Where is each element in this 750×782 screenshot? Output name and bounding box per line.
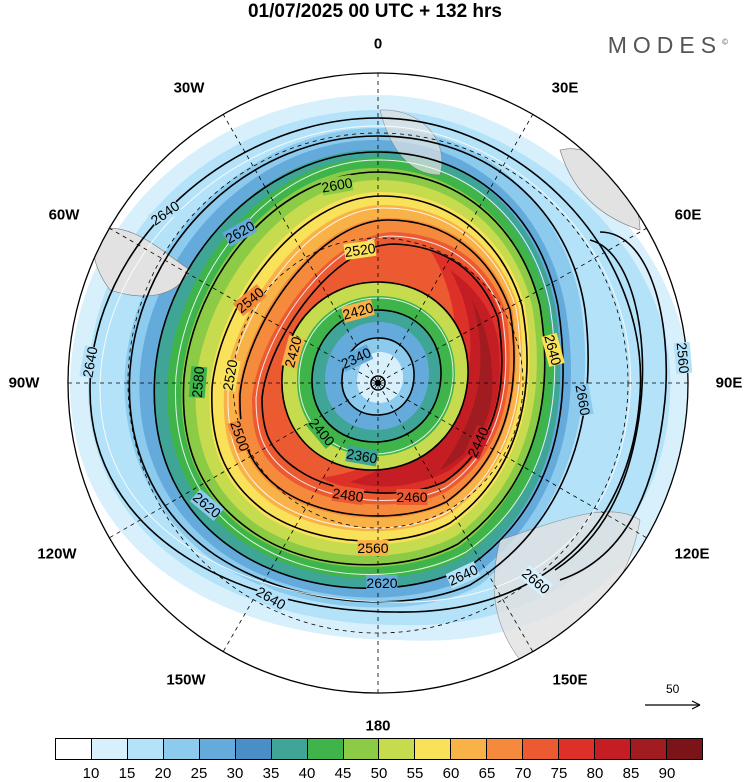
colorbar-tick-label: 35 <box>262 765 280 782</box>
colorbar-swatch <box>487 739 524 759</box>
colorbar-tick-label: 45 <box>334 765 352 782</box>
colorbar-tick-label: 80 <box>586 765 604 782</box>
wind-reference-label: 50 <box>666 682 680 696</box>
colorbar-tick-label: 65 <box>478 765 496 782</box>
colorbar-swatch <box>56 739 92 759</box>
colorbar-tick-label: 90 <box>658 765 676 782</box>
lon-label-90e: 90E <box>715 374 743 392</box>
colorbar-swatch <box>163 739 200 759</box>
contour-label: 2560 <box>673 341 693 375</box>
graticule <box>68 73 688 693</box>
lon-label-150e: 150E <box>552 671 588 689</box>
pole-dot <box>375 380 381 386</box>
contour-label: 2560 <box>357 540 389 556</box>
lon-label-150w: 150W <box>166 671 206 689</box>
brand-text: MODES <box>607 32 723 58</box>
colorbar-tick-label: 60 <box>442 765 460 782</box>
colorbar-swatch <box>523 739 560 759</box>
colorbar-swatch <box>307 739 344 759</box>
colorbar-swatch <box>631 739 667 759</box>
brand-logo: MODES© <box>607 32 728 58</box>
colorbar-tick-label: 20 <box>154 765 172 782</box>
colorbar-swatch <box>343 739 380 759</box>
lon-label-30w: 30W <box>173 79 205 97</box>
colorbar-swatch <box>451 739 488 759</box>
pole-marker <box>370 375 386 391</box>
lon-label-180: 180 <box>365 717 391 735</box>
colorbar-swatch <box>666 739 702 759</box>
colorbar-swatch <box>559 739 596 759</box>
lon-label-30e: 30E <box>551 79 579 97</box>
colorbar-tick-label: 40 <box>298 765 316 782</box>
colorbar-swatch <box>379 739 416 759</box>
colorbar-swatch <box>271 739 308 759</box>
wind-reference-arrow <box>645 700 701 710</box>
colorbar-tick-label: 55 <box>406 765 424 782</box>
contour-label: 2460 <box>396 489 428 505</box>
colorbar-tick-label: 85 <box>622 765 640 782</box>
colorbar-tick-label: 30 <box>226 765 244 782</box>
colorbar-swatch <box>595 739 631 759</box>
colorbar-swatch <box>91 739 128 759</box>
colorbar-tick-label: 50 <box>370 765 388 782</box>
lon-label-120e: 120E <box>674 545 710 563</box>
lon-label-60e: 60E <box>674 206 702 224</box>
colorbar-swatch <box>199 739 236 759</box>
colorbar-tick-label: 70 <box>514 765 532 782</box>
map-title: 01/07/2025 00 UTC + 132 hrs <box>247 1 503 22</box>
lon-label-120w: 120W <box>37 545 77 563</box>
lon-label-0: 0 <box>373 35 383 53</box>
contour-label: 2580 <box>188 365 208 399</box>
colorbar-tick-label: 25 <box>190 765 208 782</box>
lon-label-60w: 60W <box>48 206 80 224</box>
colorbar-tick-label: 75 <box>550 765 568 782</box>
map-boundary <box>67 72 689 694</box>
height-contours <box>89 117 668 613</box>
colorbar-tick-label: 15 <box>118 765 136 782</box>
colorbar-swatch <box>415 739 452 759</box>
colorbar <box>55 738 703 760</box>
colorbar-tick-label: 10 <box>82 765 100 782</box>
colorbar-swatch <box>235 739 272 759</box>
colorbar-swatch <box>127 739 164 759</box>
lon-label-90w: 90W <box>8 374 40 392</box>
contour-label: 2620 <box>366 575 398 591</box>
